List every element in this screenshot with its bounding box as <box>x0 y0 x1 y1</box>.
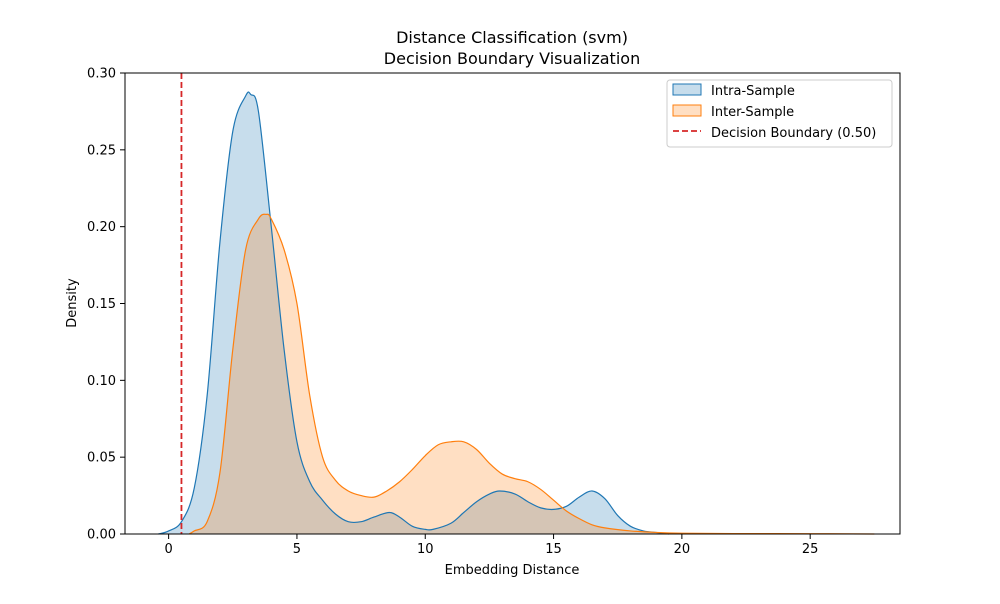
density-area-inter-sample <box>189 214 875 535</box>
density-line-intra-sample <box>158 91 670 535</box>
chart-title: Distance Classification (svm) <box>396 28 628 47</box>
legend-label-intra-sample: Intra-Sample <box>711 84 795 99</box>
x-axis-ticks: 0 5 10 15 20 25 <box>164 534 818 557</box>
y-tick-label: 0.10 <box>87 374 116 389</box>
x-tick-label: 20 <box>674 542 691 557</box>
chart-subtitle: Decision Boundary Visualization <box>384 49 640 68</box>
x-tick-label: 15 <box>545 542 562 557</box>
y-tick-label: 0.25 <box>87 143 116 158</box>
density-lines <box>158 91 875 535</box>
legend: Intra-Sample Inter-Sample Decision Bound… <box>666 79 893 148</box>
y-axis-label: Density <box>65 278 80 328</box>
y-tick-label: 0.05 <box>87 451 116 466</box>
y-tick-label: 0.15 <box>87 297 116 312</box>
x-tick-label: 25 <box>802 542 819 557</box>
y-axis-ticks: 0.00 0.05 0.10 0.15 0.20 0.25 0.30 <box>87 67 125 543</box>
x-tick-label: 5 <box>293 542 301 557</box>
plot-area <box>124 72 901 535</box>
x-tick-label: 10 <box>417 542 434 557</box>
legend-label-decision-boundary: Decision Boundary (0.50) <box>711 126 876 141</box>
legend-frame <box>666 79 893 148</box>
y-tick-label: 0.30 <box>87 67 116 82</box>
legend-swatch-inter-sample <box>672 104 702 117</box>
density-area-intra-sample <box>158 92 670 534</box>
density-line-inter-sample <box>188 213 875 535</box>
y-tick-label: 0.00 <box>87 528 116 543</box>
y-tick-label: 0.20 <box>87 220 116 235</box>
legend-swatch-intra-sample <box>672 83 702 96</box>
x-axis-label: Embedding Distance <box>445 563 580 578</box>
density-fills <box>158 92 875 535</box>
legend-label-inter-sample: Inter-Sample <box>711 105 794 120</box>
x-tick-label: 0 <box>164 542 172 557</box>
